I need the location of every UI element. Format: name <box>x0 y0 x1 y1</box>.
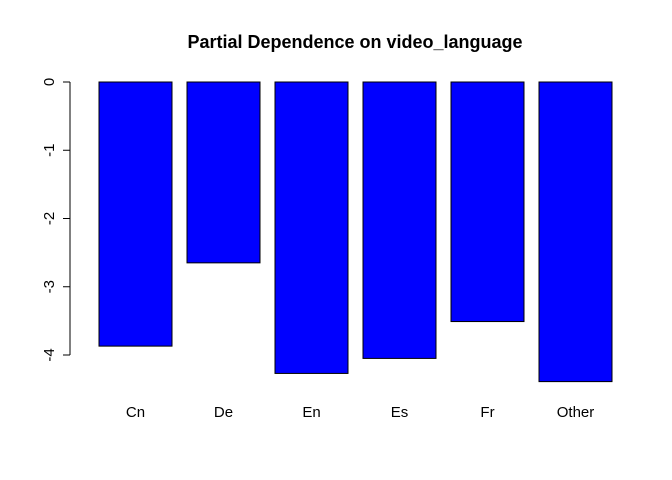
y-tick-label: -1 <box>41 144 58 157</box>
bar-fr <box>450 81 525 323</box>
bar-cn <box>98 81 173 347</box>
y-tick-label: 0 <box>41 78 58 86</box>
x-tick-labels: Cn De En Es Fr Other <box>126 404 594 421</box>
x-tick-label: Es <box>391 404 409 421</box>
bar-en <box>274 81 349 374</box>
bar-de <box>186 81 261 264</box>
x-tick-label: Cn <box>126 404 145 421</box>
y-tick-label: -4 <box>41 348 58 361</box>
chart-title: Partial Dependence on video_language <box>187 32 522 52</box>
y-axis: 0 -1 -2 -3 -4 <box>41 78 71 362</box>
y-tick-label: -2 <box>41 212 58 225</box>
bars-group <box>98 81 613 383</box>
x-tick-label: Other <box>557 404 595 421</box>
bar-es <box>362 81 437 359</box>
x-tick-label: En <box>302 404 320 421</box>
bar-other <box>538 81 613 383</box>
x-tick-label: De <box>214 404 233 421</box>
x-tick-label: Fr <box>480 404 494 421</box>
y-tick-label: -3 <box>41 280 58 293</box>
